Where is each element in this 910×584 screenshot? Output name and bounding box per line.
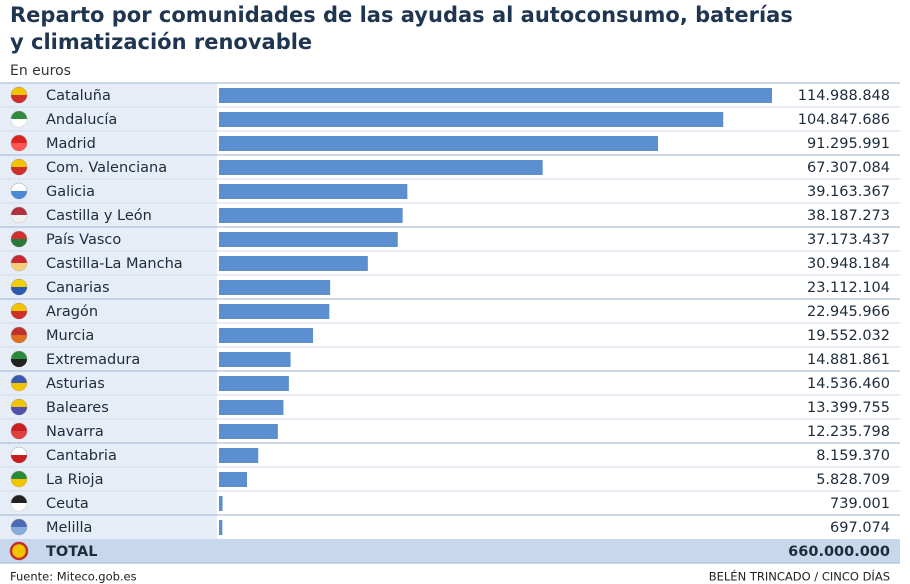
total-row	[0, 539, 900, 563]
bar	[219, 184, 408, 199]
bar	[219, 280, 331, 295]
flag-icon	[11, 455, 27, 463]
chart-title: Reparto por comunidades de las ayudas al…	[10, 3, 793, 27]
bar	[219, 232, 398, 247]
value-label: 14.536.460	[807, 376, 890, 392]
bar	[219, 208, 403, 223]
value-label: 697.074	[830, 520, 890, 536]
category-label: Cantabria	[46, 448, 117, 464]
category-label: Navarra	[46, 424, 104, 440]
flag-icon	[11, 311, 27, 319]
flag-icon	[11, 383, 27, 391]
category-label: Aragón	[46, 304, 98, 320]
category-label: Castilla y León	[46, 208, 152, 224]
value-label: 14.881.861	[807, 352, 890, 368]
label-column	[0, 83, 217, 539]
bar	[219, 376, 289, 391]
value-label: 23.112.104	[807, 280, 890, 296]
value-label: 114.988.848	[798, 88, 890, 104]
category-label: Com. Valenciana	[46, 160, 167, 176]
flag-icon	[11, 215, 27, 223]
flag-icon	[11, 503, 27, 511]
flag-icon	[11, 143, 27, 151]
value-label: 38.187.273	[807, 208, 890, 224]
value-label: 104.847.686	[798, 112, 890, 128]
bar	[219, 400, 284, 415]
category-label: Galicia	[46, 184, 95, 200]
value-label: 13.399.755	[807, 400, 890, 416]
flag-icon	[11, 119, 27, 127]
flag-icon	[11, 359, 27, 367]
bar	[219, 328, 314, 343]
value-label: 22.945.966	[807, 304, 890, 320]
bar	[219, 424, 278, 439]
total-label: TOTAL	[46, 544, 97, 560]
flag-icon	[11, 167, 27, 175]
category-label: Melilla	[46, 520, 92, 536]
bar	[219, 112, 724, 127]
value-label: 30.948.184	[807, 256, 890, 272]
category-label: Murcia	[46, 328, 94, 344]
value-label: 5.828.709	[816, 472, 890, 488]
category-label: Extremadura	[46, 352, 140, 368]
value-label: 19.552.032	[807, 328, 890, 344]
category-label: País Vasco	[46, 232, 121, 248]
flag-icon	[11, 407, 27, 415]
value-label: 739.001	[830, 496, 890, 512]
category-label: Castilla-La Mancha	[46, 256, 183, 272]
flag-icon	[11, 431, 27, 439]
bar	[219, 496, 223, 511]
value-label: 12.235.798	[807, 424, 890, 440]
category-label: Canarias	[46, 280, 110, 296]
bar	[219, 160, 543, 175]
subtitle: En euros	[10, 63, 71, 79]
credit: BELÉN TRINCADO / CINCO DÍAS	[709, 569, 890, 584]
flag-icon	[11, 239, 27, 247]
bar	[219, 88, 772, 103]
category-label: La Rioja	[46, 472, 103, 488]
bar	[219, 256, 368, 271]
total-value: 660.000.000	[788, 544, 890, 560]
category-label: Asturias	[46, 376, 105, 392]
bar	[219, 304, 330, 319]
value-label: 37.173.437	[807, 232, 890, 248]
category-label: Ceuta	[46, 496, 89, 512]
flag-icon	[9, 541, 29, 561]
flag-icon	[11, 95, 27, 103]
category-label: Andalucía	[46, 112, 117, 128]
category-label: Cataluña	[46, 88, 111, 104]
flag-icon	[11, 527, 27, 535]
flag-icon	[11, 263, 27, 271]
bar	[219, 448, 259, 463]
bar	[219, 136, 659, 151]
bar	[219, 352, 291, 367]
category-label: Baleares	[46, 400, 109, 416]
value-label: 91.295.991	[807, 136, 890, 152]
flag-icon	[11, 287, 27, 295]
chart-title: y climatización renovable	[10, 30, 312, 54]
flag-icon	[11, 335, 27, 343]
flag-icon	[11, 479, 27, 487]
value-label: 8.159.370	[816, 448, 890, 464]
bar	[219, 472, 248, 487]
bar	[219, 520, 223, 535]
source: Fuente: Miteco.gob.es	[10, 570, 137, 584]
value-label: 39.163.367	[807, 184, 890, 200]
value-label: 67.307.084	[807, 160, 890, 176]
flag-icon	[11, 191, 27, 199]
category-label: Madrid	[46, 136, 96, 152]
